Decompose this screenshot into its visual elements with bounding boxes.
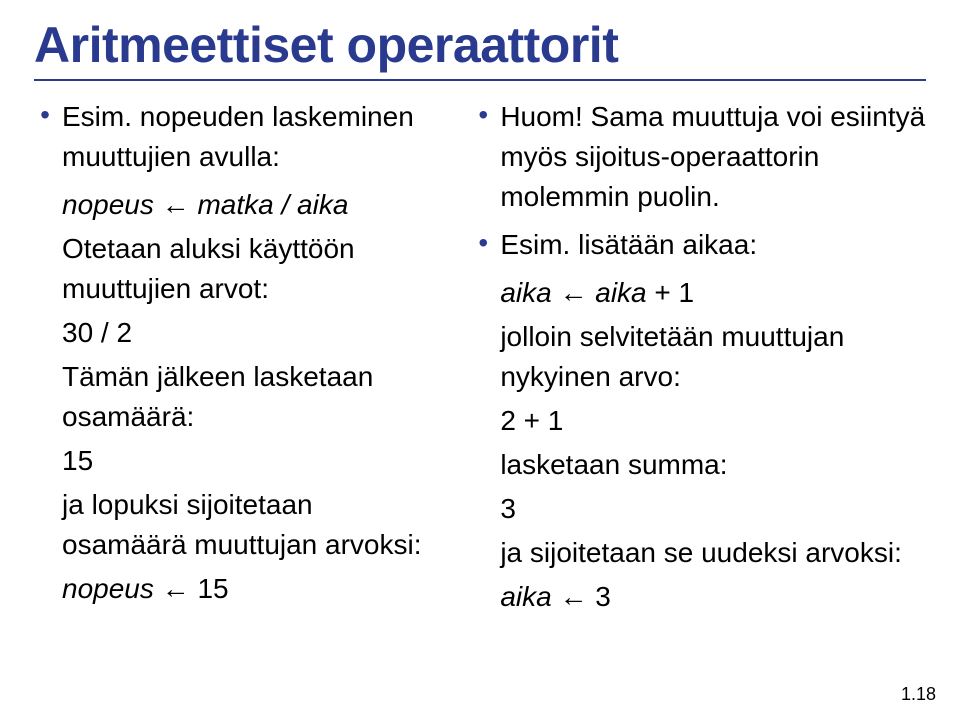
sub-line: 30 / 2: [62, 313, 444, 353]
plus-one: + 1: [654, 277, 694, 308]
sub-line: nopeus ← matka / aika: [62, 185, 444, 225]
sub-line: 2 + 1: [500, 401, 927, 441]
columns: • Esim. nopeuden laskeminen muuttujien a…: [34, 97, 926, 621]
arrow-icon: ←: [559, 277, 587, 308]
bullet-dot-icon: •: [472, 225, 494, 261]
bullet-item: • Esim. nopeuden laskeminen muuttujien a…: [34, 97, 444, 177]
bullet-text: Esim. lisätään aikaa:: [500, 225, 757, 265]
left-column: • Esim. nopeuden laskeminen muuttujien a…: [34, 97, 444, 621]
var-aika: aika: [595, 277, 646, 308]
value: 15: [197, 573, 228, 604]
sub-line: 3: [500, 489, 927, 529]
bullet-item: • Esim. lisätään aikaa:: [472, 225, 927, 265]
sub-line: ja sijoitetaan se uudeksi arvoksi:: [500, 533, 927, 573]
sub-line: aika ← 3: [500, 577, 927, 617]
sub-line: jolloin selvitetään muuttujan nykyinen a…: [500, 317, 927, 397]
right-column: • Huom! Sama muuttuja voi esiintyä myös …: [472, 97, 927, 621]
slash: /: [274, 189, 297, 220]
var-matka: matka: [197, 189, 273, 220]
var-nopeus: nopeus: [62, 189, 154, 220]
slide-number: 1.18: [901, 684, 936, 705]
bullet-dot-icon: •: [472, 97, 494, 133]
arrow-icon: ←: [162, 573, 190, 604]
sub-line: ja lopuksi sijoitetaan osamäärä muuttuja…: [62, 485, 444, 565]
var-aika: aika: [500, 581, 551, 612]
var-aika: aika: [297, 189, 348, 220]
var-nopeus: nopeus: [62, 573, 154, 604]
sub-line: 15: [62, 441, 444, 481]
var-aika: aika: [500, 277, 551, 308]
bullet-text: Esim. nopeuden laskeminen muuttujien avu…: [62, 97, 444, 177]
title-rule: [34, 79, 926, 81]
value: 3: [595, 581, 611, 612]
bullet-item: • Huom! Sama muuttuja voi esiintyä myös …: [472, 97, 927, 217]
sub-line: Tämän jälkeen lasketaan osamäärä:: [62, 357, 444, 437]
bullet-dot-icon: •: [34, 97, 56, 133]
slide: Aritmeettiset operaattorit • Esim. nopeu…: [0, 0, 960, 719]
arrow-icon: ←: [559, 581, 587, 612]
bullet-text: Huom! Sama muuttuja voi esiintyä myös si…: [500, 97, 927, 217]
sub-line: nopeus ← 15: [62, 569, 444, 609]
sub-line: lasketaan summa:: [500, 445, 927, 485]
sub-line: aika ← aika + 1: [500, 273, 927, 313]
arrow-icon: ←: [162, 189, 190, 220]
sub-line: Otetaan aluksi käyttöön muuttujien arvot…: [62, 229, 444, 309]
slide-title: Aritmeettiset operaattorit: [34, 18, 926, 73]
